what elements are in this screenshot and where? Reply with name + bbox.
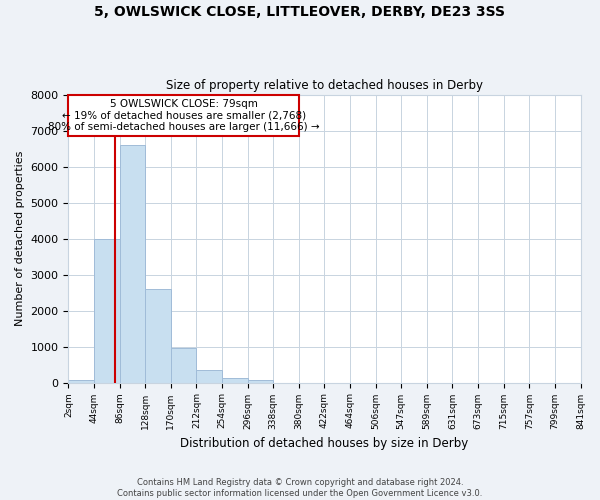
Bar xyxy=(222,378,248,382)
Bar xyxy=(171,348,196,382)
Bar xyxy=(248,380,273,382)
Text: 5 OWLSWICK CLOSE: 79sqm
← 19% of detached houses are smaller (2,768)
80% of semi: 5 OWLSWICK CLOSE: 79sqm ← 19% of detache… xyxy=(48,98,319,132)
Bar xyxy=(145,289,171,382)
X-axis label: Distribution of detached houses by size in Derby: Distribution of detached houses by size … xyxy=(181,437,469,450)
Bar xyxy=(196,370,222,382)
Title: Size of property relative to detached houses in Derby: Size of property relative to detached ho… xyxy=(166,79,483,92)
Text: 5, OWLSWICK CLOSE, LITTLEOVER, DERBY, DE23 3SS: 5, OWLSWICK CLOSE, LITTLEOVER, DERBY, DE… xyxy=(95,5,505,19)
FancyBboxPatch shape xyxy=(68,94,299,136)
Bar xyxy=(68,380,94,382)
Bar xyxy=(94,238,119,382)
Bar xyxy=(119,145,145,382)
Y-axis label: Number of detached properties: Number of detached properties xyxy=(15,151,25,326)
Text: Contains HM Land Registry data © Crown copyright and database right 2024.
Contai: Contains HM Land Registry data © Crown c… xyxy=(118,478,482,498)
